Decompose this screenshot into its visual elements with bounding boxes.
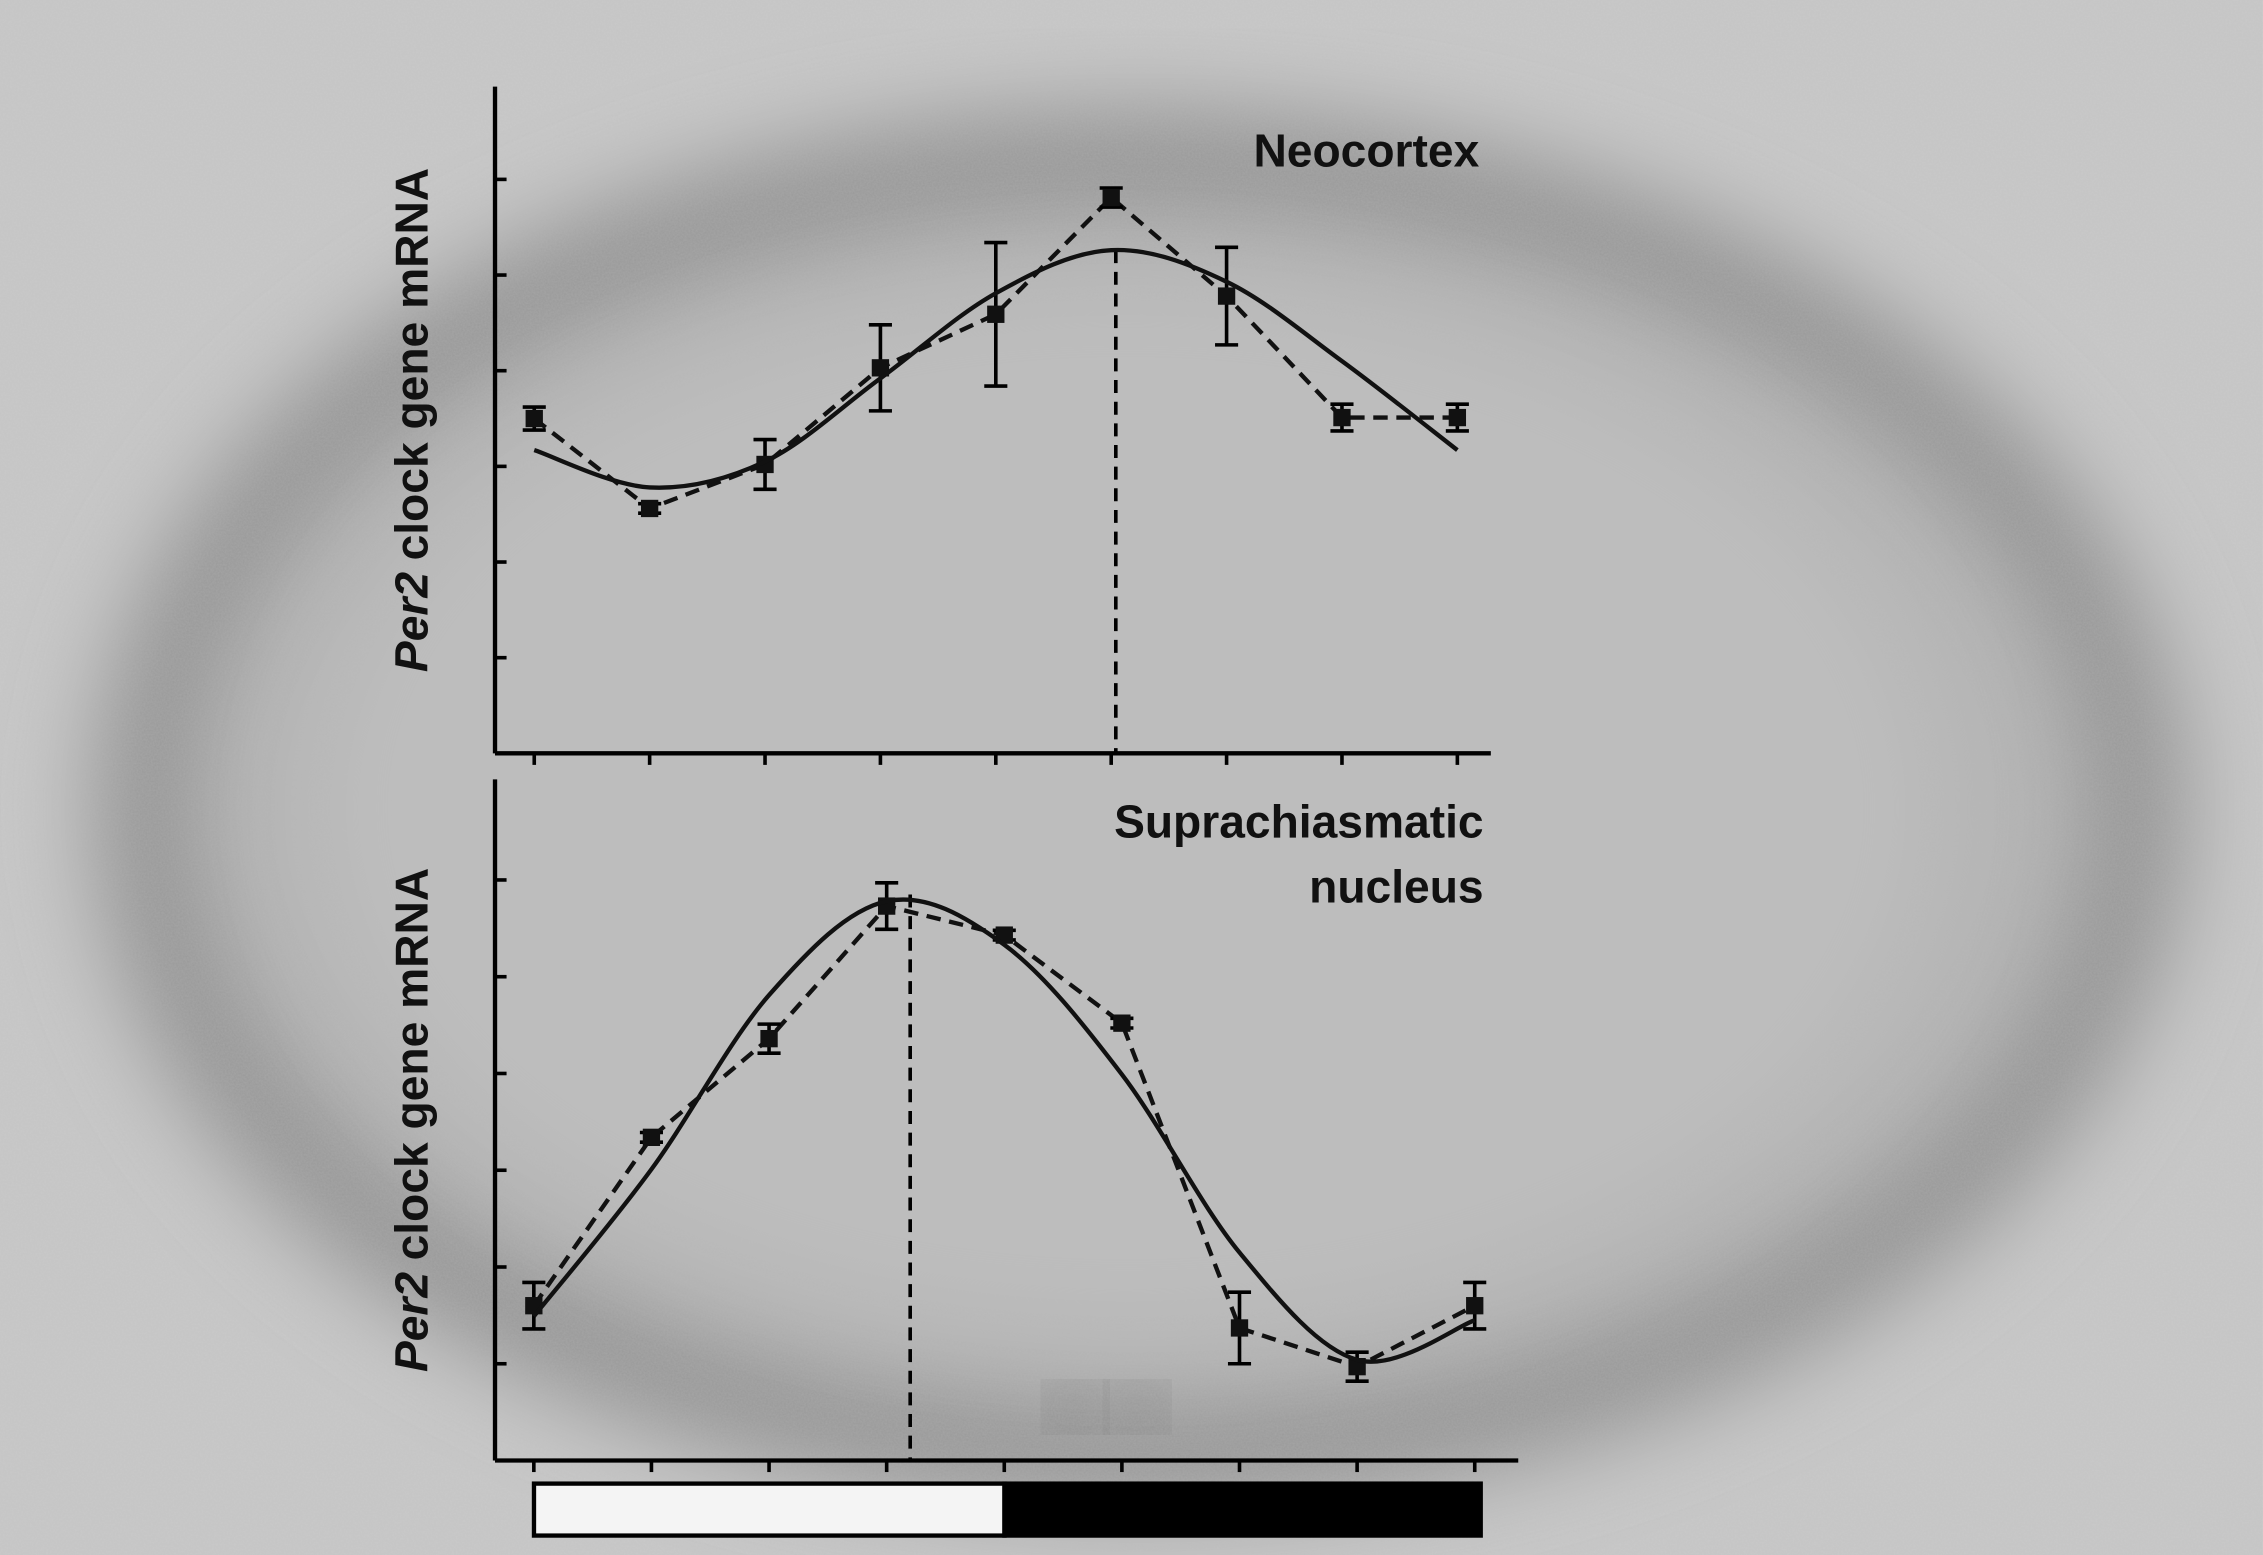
fit-curve (533, 247, 1459, 490)
data-point (1333, 408, 1351, 427)
y-axis-label-part: Per2 (386, 1272, 438, 1372)
data-point (640, 499, 659, 518)
light-phase-bar (531, 1481, 1007, 1538)
data-point (760, 1029, 778, 1048)
y-axis-label-part: clock gene mRNA (386, 168, 438, 561)
y-axis-label-part: Per2 (386, 572, 438, 672)
dark-phase-bar (1002, 1481, 1483, 1538)
data-point (1113, 1014, 1131, 1032)
data-point (525, 409, 543, 428)
chart-title: Suprachiasmatic (1114, 796, 1484, 848)
chart: Suprachiasmatic nucleus Per2 clock gene mRN… (386, 779, 1519, 1473)
y-axis-label: Per2 clock gene mRNA (386, 168, 438, 672)
data-point (1448, 408, 1467, 427)
chart-title: nucleus (1309, 861, 1483, 913)
y-axis-label-part: clock gene mRNA (386, 868, 438, 1261)
fit-curve (532, 897, 1476, 1364)
data-line (532, 194, 1458, 511)
data-point (871, 359, 890, 377)
data-point (1102, 188, 1120, 207)
data-point (1230, 1319, 1249, 1337)
chart-title: Neocortex (1253, 125, 1479, 177)
data-point (987, 305, 1005, 323)
y-axis-label: Per2 clock gene mRNA (386, 868, 438, 1372)
data-point (642, 1128, 661, 1146)
chart: Neocortex Per2 clock gene mRNA (386, 86, 1491, 765)
data-point (1217, 287, 1236, 305)
data-point (1466, 1297, 1484, 1315)
